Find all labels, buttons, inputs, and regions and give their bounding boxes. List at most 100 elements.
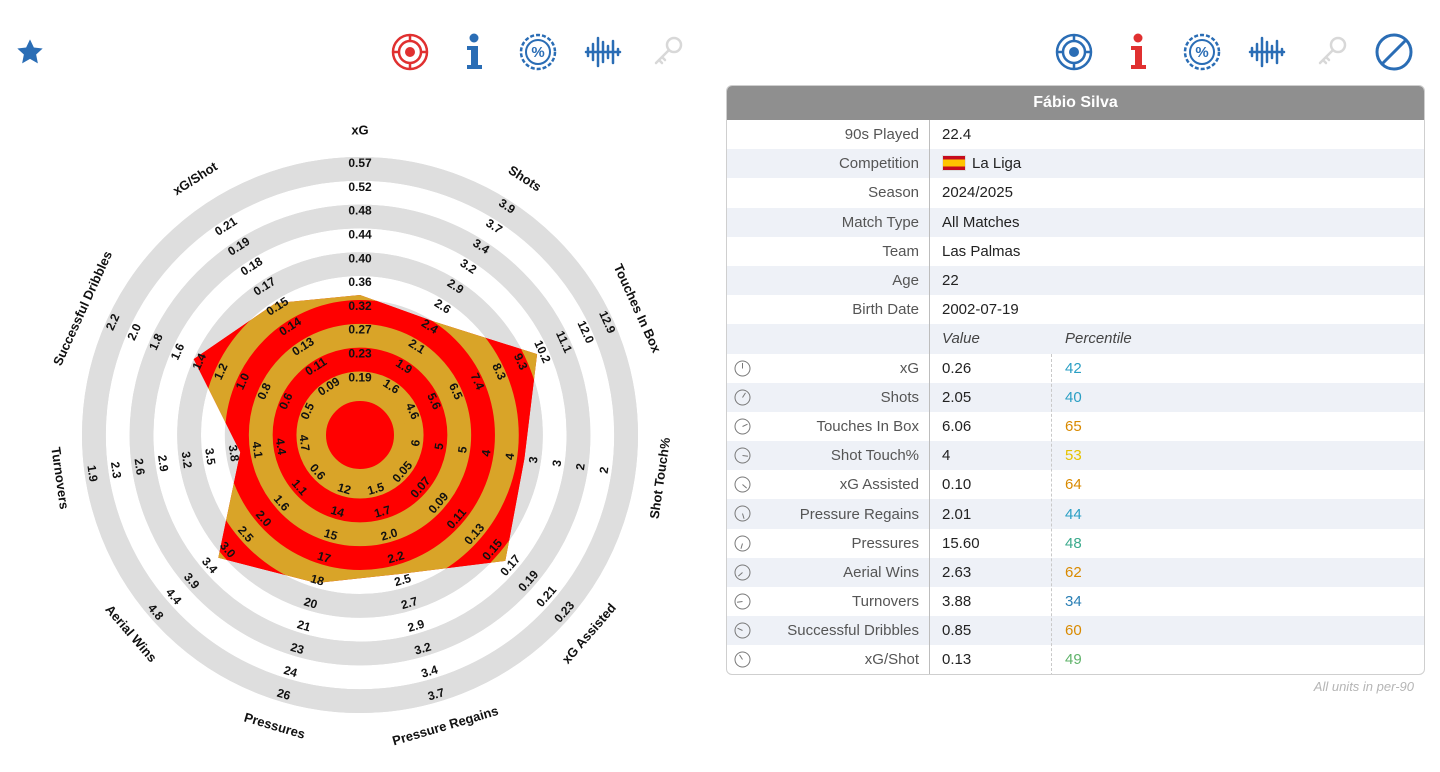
radar-tick-label: 0.8	[254, 380, 274, 401]
stat-row: Pressures 15.60 48	[727, 529, 1424, 558]
stat-label: Shot Touch%	[830, 447, 919, 465]
waveform-icon-right[interactable]	[1244, 30, 1288, 74]
block-icon[interactable]	[1372, 30, 1416, 74]
info-label: Season	[868, 184, 919, 202]
stat-label: Successful Dribbles	[787, 622, 919, 640]
stat-label: Shots	[880, 388, 919, 406]
percentile-divider	[1051, 354, 1052, 674]
radar-tick-label: 0.23	[348, 346, 372, 360]
radar-tick-label: 3.2	[413, 639, 433, 657]
stat-row: Shots 2.05 40	[727, 382, 1424, 412]
stat-value: 3.88	[942, 593, 972, 611]
radar-tick-label: 2.5	[393, 571, 413, 589]
stat-gauge-icon	[734, 564, 751, 581]
info-label: 90s Played	[844, 126, 919, 144]
radar-tick-label: 4.7	[296, 434, 312, 453]
radar-tick-label: 3	[526, 455, 541, 464]
key-icon[interactable]	[646, 30, 690, 74]
stat-gauge-icon	[734, 622, 751, 639]
info-row: Birth Date 2002-07-19	[727, 295, 1424, 324]
radar-tick-label: 24	[282, 663, 299, 680]
stat-gauge-icon	[734, 389, 751, 406]
column-divider	[929, 120, 930, 674]
radar-metric-label: xG	[351, 122, 368, 137]
radar-tick-label: 6	[408, 438, 423, 447]
radar-tick-label: 1.4	[189, 351, 209, 372]
stat-value: 2.63	[942, 563, 972, 581]
radar-tick-label: 2.9	[155, 454, 171, 473]
radar-tick-label: 1.5	[366, 480, 386, 498]
stat-gauge-icon	[734, 418, 751, 435]
radar-metric-label: xG/Shot	[170, 158, 221, 198]
stat-percentile: 62	[1065, 563, 1082, 581]
radar-ring	[81, 156, 639, 714]
radar-tick-label: 0.44	[348, 227, 372, 241]
info-label: Age	[892, 272, 919, 290]
radar-tick-label: 5	[455, 445, 470, 454]
info-label: Team	[882, 242, 919, 260]
svg-text:%: %	[1195, 44, 1208, 61]
radar-tick-label: 2.6	[132, 457, 148, 476]
radar-metric-label: Shots	[506, 162, 545, 194]
svg-text:%: %	[531, 44, 544, 61]
percent-icon-right[interactable]: %	[1180, 30, 1224, 74]
radar-chart: 0.190.230.270.320.360.400.440.480.520.57…	[48, 122, 674, 748]
info-value: 2024/2025	[942, 184, 1013, 202]
units-footnote: All units in per-90	[1313, 679, 1414, 694]
radar-tick-label: 15	[322, 526, 339, 543]
radar-metric-label: Turnovers	[48, 446, 72, 510]
radar-metric-label: Pressure Regains	[390, 703, 500, 748]
stat-value: 2.05	[942, 388, 972, 406]
radar-tick-label: 4	[479, 449, 494, 458]
stat-gauge-icon	[734, 593, 751, 610]
radar-tick-label: 2.7	[399, 594, 419, 612]
stat-label: Pressures	[851, 534, 919, 552]
stat-value: 15.60	[942, 534, 980, 552]
stat-gauge-icon	[734, 476, 751, 493]
info-label: Match Type	[841, 213, 919, 231]
value-header: Value	[942, 330, 980, 348]
key-icon-right[interactable]	[1310, 30, 1354, 74]
radar-icon[interactable]	[388, 30, 432, 74]
radar-tick-label: 4.4	[273, 437, 289, 456]
stat-value: 6.06	[942, 417, 972, 435]
percent-icon[interactable]: %	[516, 30, 560, 74]
player-name: Fábio Silva	[727, 86, 1424, 120]
waveform-icon[interactable]	[580, 30, 624, 74]
radar-tick-label: 4.6	[403, 401, 423, 422]
radar-tick-label: 3.8	[226, 444, 242, 463]
spain-flag-icon	[942, 155, 966, 172]
radar-tick-label: 2.2	[386, 548, 406, 566]
radar-center	[332, 407, 388, 463]
stat-percentile: 34	[1065, 593, 1082, 611]
stat-gauge-icon	[734, 651, 751, 668]
stat-value: 0.10	[942, 476, 972, 494]
radar-tick-label: 0.27	[348, 323, 372, 337]
radar-tick-label: 1.2	[211, 361, 231, 382]
info-icon-right[interactable]	[1116, 30, 1160, 74]
radar-tick-label: 5	[432, 442, 447, 451]
favorite-star-icon[interactable]	[8, 30, 52, 74]
radar-tick-label: 17	[316, 549, 333, 566]
radar-metric-label: Shot Touch%	[647, 436, 674, 520]
radar-tick-label: 18	[309, 572, 326, 589]
stat-row: Shot Touch% 4 53	[727, 441, 1424, 471]
stat-row: Touches In Box 6.06 65	[727, 412, 1424, 441]
stat-row: Successful Dribbles 0.85 60	[727, 616, 1424, 646]
info-value: All Matches	[942, 213, 1020, 231]
radar-tick-label: 0.57	[348, 156, 372, 170]
stat-gauge-icon	[734, 535, 751, 552]
info-icon[interactable]	[452, 30, 496, 74]
stat-label: Touches In Box	[816, 417, 919, 435]
radar-tick-label: 5.6	[424, 391, 444, 412]
radar-tick-label: 8.3	[489, 361, 509, 382]
info-row: 90s Played 22.4	[727, 120, 1424, 149]
stat-percentile: 53	[1065, 447, 1082, 465]
radar-icon-right[interactable]	[1052, 30, 1096, 74]
stat-gauge-icon	[734, 447, 751, 464]
radar-tick-label: 2.0	[379, 525, 399, 543]
stat-percentile: 60	[1065, 622, 1082, 640]
stat-label: Pressure Regains	[799, 505, 919, 523]
stat-label: Turnovers	[852, 593, 919, 611]
radar-tick-label: 0.6	[276, 390, 296, 411]
